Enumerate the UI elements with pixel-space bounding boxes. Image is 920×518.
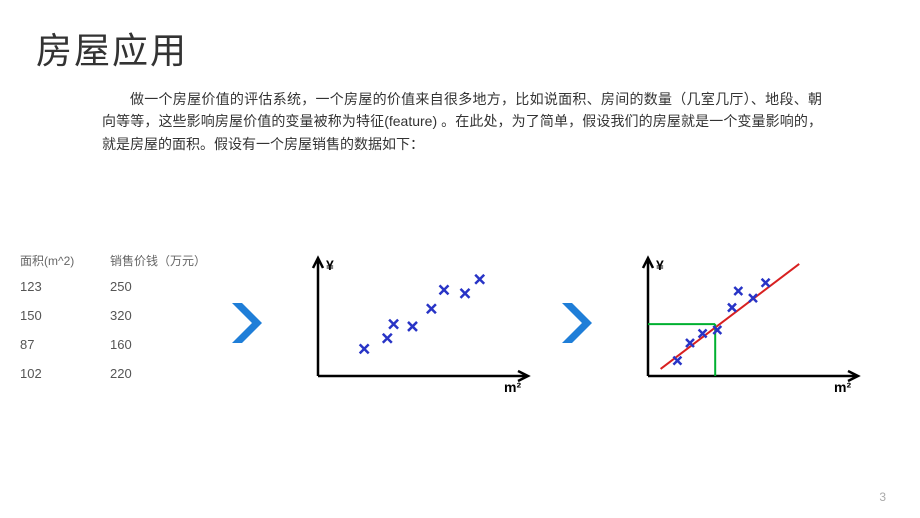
slide-title: 房屋应用 [36,22,188,74]
svg-text:¥: ¥ [326,257,334,273]
table-cell: 150 [20,308,110,323]
content-row: 面积(m^2) 销售价钱（万元） 123 250 150 320 87 160 … [20,248,900,398]
table-header-row: 面积(m^2) 销售价钱（万元） [20,252,220,269]
paragraph: 做一个房屋价值的评估系统，一个房屋的价值来自很多地方，比如说面积、房间的数量（几… [102,88,822,155]
chevron-right-icon [220,299,280,347]
table-cell: 220 [110,366,220,381]
page-number: 3 [879,490,886,504]
table-row: 102 220 [20,366,220,381]
svg-text:¥: ¥ [656,257,664,273]
table-cell: 87 [20,337,110,352]
table-cell: 160 [110,337,220,352]
data-table: 面积(m^2) 销售价钱（万元） 123 250 150 320 87 160 … [20,252,220,395]
table-header-cell: 销售价钱（万元） [110,252,220,269]
slide-body-text: 做一个房屋价值的评估系统，一个房屋的价值来自很多地方，比如说面积、房间的数量（几… [102,88,822,155]
chevron-right-icon [550,299,610,347]
table-cell: 250 [110,279,220,294]
table-cell: 123 [20,279,110,294]
table-cell: 320 [110,308,220,323]
table-row: 123 250 [20,279,220,294]
svg-text:m²: m² [504,379,521,395]
svg-text:m²: m² [834,379,851,395]
table-cell: 102 [20,366,110,381]
table-header-cell: 面积(m^2) [20,252,110,269]
table-row: 150 320 [20,308,220,323]
table-row: 87 160 [20,337,220,352]
regression-chart: ¥ m² [610,248,880,398]
scatter-chart: ¥ m² [280,248,550,398]
